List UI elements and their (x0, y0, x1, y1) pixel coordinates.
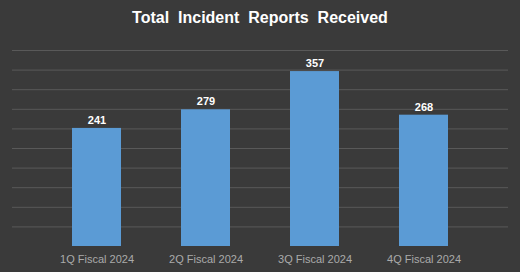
svg-text:2Q Fiscal 2024: 2Q Fiscal 2024 (169, 253, 243, 265)
svg-text:3Q Fiscal 2024: 3Q Fiscal 2024 (278, 253, 352, 265)
svg-text:4Q Fiscal 2024: 4Q Fiscal 2024 (387, 253, 461, 265)
svg-text:279: 279 (197, 95, 215, 107)
svg-text:268: 268 (415, 101, 433, 113)
svg-text:357: 357 (306, 57, 324, 69)
svg-text:241: 241 (88, 114, 106, 126)
html-text:Total Incident Reports Receive: Total Incident Reports Received (132, 9, 388, 26)
svg-text:1Q Fiscal 2024: 1Q Fiscal 2024 (60, 253, 134, 265)
